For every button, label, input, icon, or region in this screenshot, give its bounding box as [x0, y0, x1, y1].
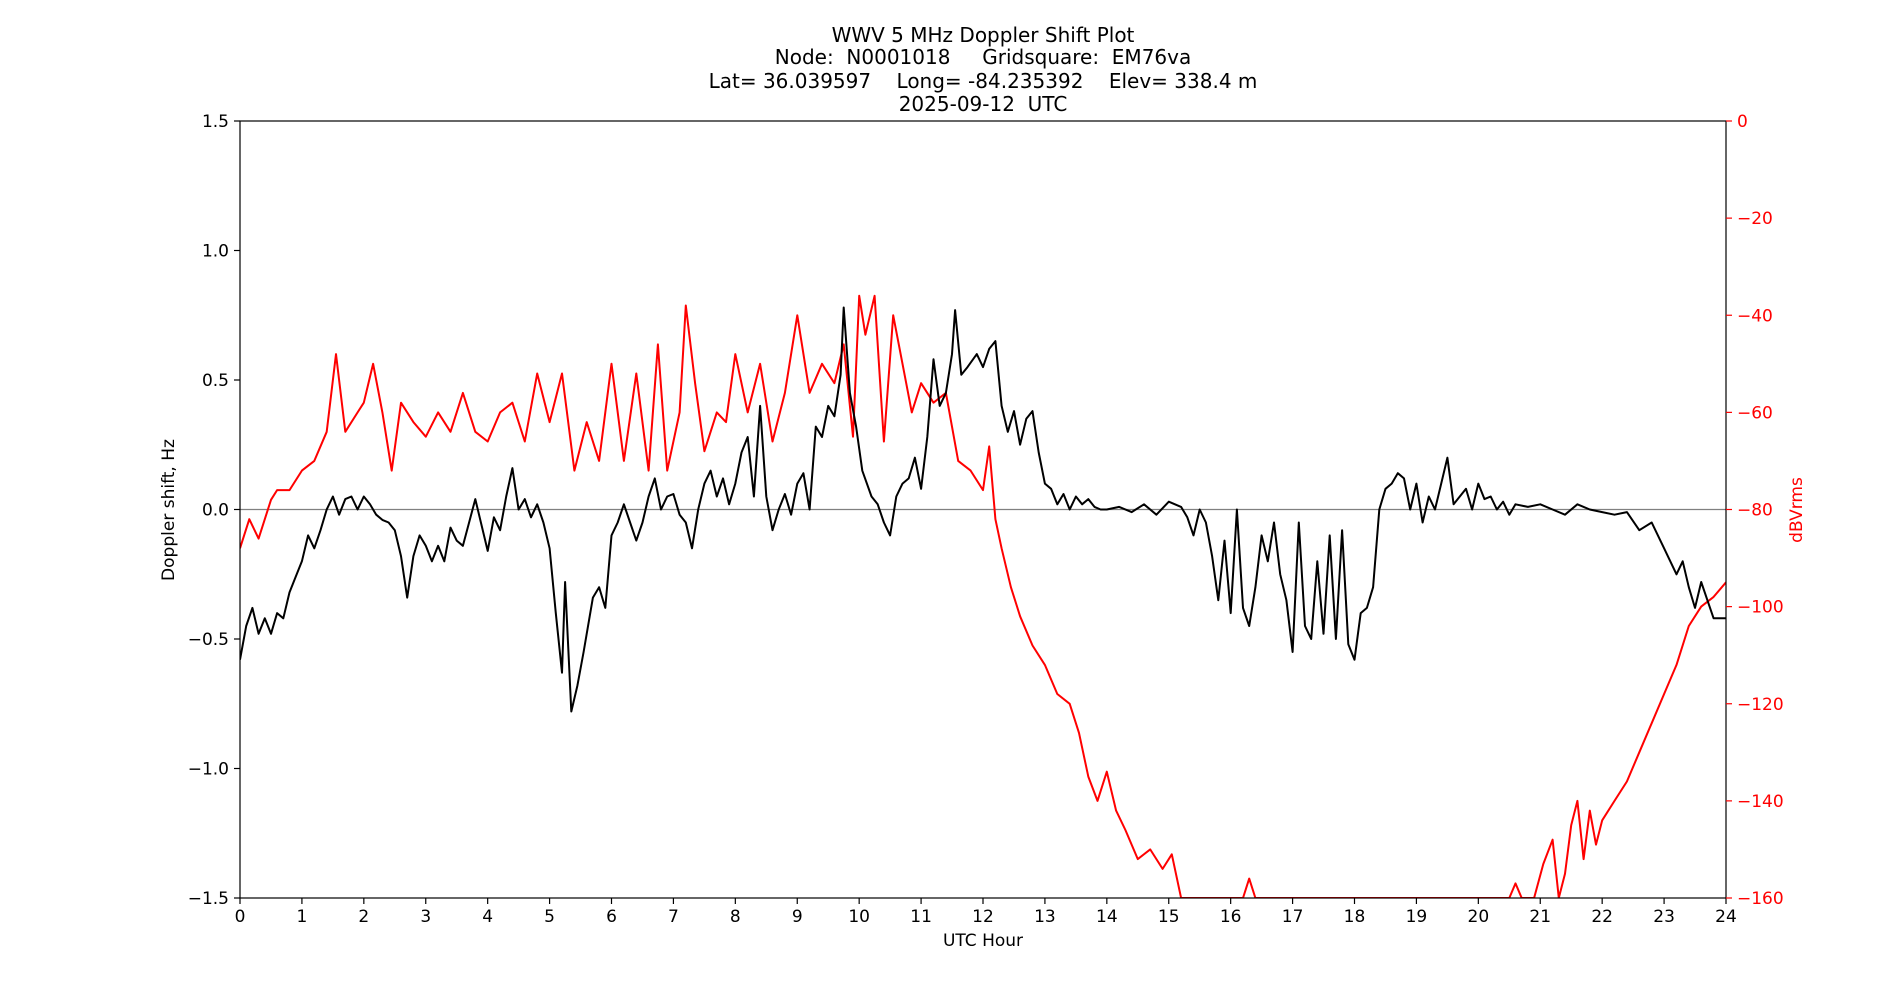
- x-tick-label: 3: [420, 907, 431, 927]
- x-tick-label: 7: [668, 907, 679, 927]
- x-tick-label: 10: [848, 907, 870, 927]
- x-tick-label: 16: [1220, 907, 1242, 927]
- x-tick-label: 9: [792, 907, 803, 927]
- y-left-tick-label: −0.5: [188, 630, 229, 650]
- y-right-tick-label: −140: [1737, 792, 1784, 812]
- y-left-tick-label: 1.0: [202, 242, 229, 262]
- chart-title: WWV 5 MHz Doppler Shift Plot Node: N0001…: [709, 23, 1258, 116]
- title-line-3: Lat= 36.039597 Long= -84.235392 Elev= 33…: [709, 69, 1258, 93]
- y-left-tick-label: −1.5: [188, 889, 229, 909]
- x-tick-label: 1: [297, 907, 308, 927]
- x-axis-label: UTC Hour: [943, 931, 1023, 951]
- y-right-tick-label: −60: [1737, 403, 1773, 423]
- y-right-tick-label: 0: [1737, 112, 1748, 132]
- y-left-tick-label: 0.5: [202, 371, 229, 391]
- x-tick-label: 20: [1468, 907, 1490, 927]
- y-axis-left-label: Doppler shift, Hz: [159, 439, 179, 581]
- y-right-tick-label: −40: [1737, 306, 1773, 326]
- title-line-1: WWV 5 MHz Doppler Shift Plot: [832, 23, 1135, 47]
- doppler-shift-line: [240, 306, 1726, 713]
- x-tick-label: 19: [1406, 907, 1428, 927]
- x-tick-label: 13: [1034, 907, 1056, 927]
- y-right-tick-label: −100: [1737, 598, 1784, 618]
- y-left-tick-label: −1.0: [188, 760, 229, 780]
- title-line-2: Node: N0001018 Gridsquare: EM76va: [775, 45, 1191, 69]
- x-tick-label: 14: [1096, 907, 1118, 927]
- x-tick-label: 12: [972, 907, 994, 927]
- y-axis-right-label: dBVrms: [1787, 477, 1807, 543]
- y-right-tick-label: −120: [1737, 695, 1784, 715]
- y-axis-left: 1.5 1.0 0.5 0.0 −0.5 −1.0 −1.5: [188, 112, 240, 909]
- x-tick-label: 8: [730, 907, 741, 927]
- signal-power-line: [240, 294, 1726, 898]
- x-tick-label: 0: [235, 907, 246, 927]
- x-tick-label: 11: [910, 907, 932, 927]
- x-tick-label: 5: [544, 907, 555, 927]
- y-right-tick-label: −80: [1737, 501, 1773, 521]
- title-line-4: 2025-09-12 UTC: [899, 92, 1068, 116]
- x-tick-label: 23: [1653, 907, 1675, 927]
- x-tick-label: 17: [1282, 907, 1304, 927]
- y-right-tick-label: −20: [1737, 209, 1773, 229]
- x-tick-label: 24: [1715, 907, 1737, 927]
- x-axis: 0 1 2 3 4 5 6 7 8 9 10 11 12 13 14 15 16 17 18 19 20 21 22 23 24: [235, 898, 1737, 927]
- y-left-tick-label: 0.0: [202, 501, 229, 521]
- y-left-tick-label: 1.5: [202, 112, 229, 132]
- x-tick-label: 18: [1344, 907, 1366, 927]
- x-tick-label: 21: [1529, 907, 1551, 927]
- x-tick-label: 2: [358, 907, 369, 927]
- y-axis-right: 0 −20 −40 −60 −80 −100 −120 −140 −160: [1726, 112, 1784, 909]
- y-right-tick-label: −160: [1737, 889, 1784, 909]
- x-tick-label: 15: [1158, 907, 1180, 927]
- x-tick-label: 22: [1591, 907, 1613, 927]
- x-tick-label: 6: [606, 907, 617, 927]
- x-tick-label: 4: [482, 907, 493, 927]
- plot-area: [240, 294, 1726, 898]
